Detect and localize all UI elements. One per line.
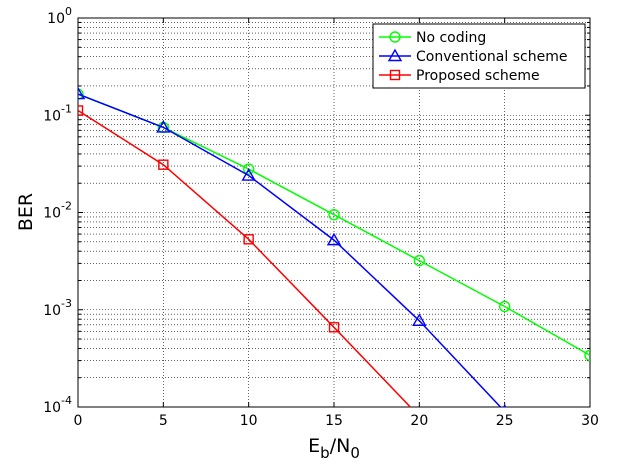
y-tick-base: 10 (47, 11, 65, 27)
data-point-square (243, 234, 254, 245)
y-tick-base: 10 (43, 400, 61, 416)
x-tick-label: 10 (240, 413, 258, 429)
y-tick-exponent: -2 (61, 200, 72, 213)
y-tick-label: 10-2 (43, 200, 72, 222)
x-tick-label: 30 (581, 413, 599, 429)
x-tick-label: 0 (74, 413, 83, 429)
x-axis-label: Eb/N0 (308, 435, 360, 462)
data-point-triangle (326, 232, 342, 246)
data-point-square (158, 159, 169, 170)
x-axis-label-sub2: 0 (350, 444, 360, 462)
legend-marker (389, 31, 401, 43)
y-tick-label: 100 (47, 5, 72, 27)
data-point-circle (78, 88, 84, 100)
legend-item-circle: No coding (379, 30, 486, 46)
y-tick-base: 10 (43, 206, 61, 222)
series-line-triangle (78, 93, 502, 407)
x-axis-label-main: E (308, 435, 320, 457)
x-axis-label-sep: /N (330, 435, 351, 457)
x-tick-label: 20 (410, 413, 428, 429)
legend-label: Conventional scheme (416, 49, 567, 65)
data-point-circle (413, 254, 426, 267)
series-triangle (78, 86, 507, 407)
data-point-triangle (156, 119, 171, 133)
y-tick-exponent: -4 (61, 394, 72, 407)
x-tick-label: 15 (325, 413, 343, 429)
series-line-square (78, 109, 412, 407)
y-tick-label: 10-4 (43, 394, 72, 416)
legend-item-square: Proposed scheme (379, 68, 540, 84)
data-point-triangle (412, 313, 427, 326)
x-tick-label: 25 (496, 413, 514, 429)
series-square (78, 105, 412, 407)
y-axis-label: BER (15, 193, 37, 231)
y-tick-exponent: -1 (61, 102, 72, 115)
y-tick-base: 10 (43, 108, 61, 124)
data-point-circle (584, 349, 590, 362)
data-point-triangle (241, 168, 256, 181)
y-tick-exponent: -3 (61, 297, 72, 310)
y-tick-exponent: 0 (65, 5, 72, 18)
data-point-triangle (78, 86, 86, 100)
y-tick-label: 10-3 (43, 297, 72, 319)
legend: No coding Conventional scheme Proposed sch… (372, 23, 586, 89)
y-tick-base: 10 (43, 303, 61, 319)
data-point-square (328, 322, 340, 333)
legend-label: No coding (416, 30, 486, 46)
legend-item-triangle: Conventional scheme (379, 48, 567, 65)
x-tick-label: 5 (159, 413, 168, 429)
data-point-square (78, 105, 84, 116)
data-point-circle (498, 300, 511, 313)
legend-marker (389, 69, 401, 81)
legend-label: Proposed scheme (416, 68, 540, 84)
series-group (78, 86, 590, 407)
x-axis-label-sub1: b (320, 444, 330, 462)
data-point-circle (328, 208, 340, 221)
data-point-circle (242, 163, 255, 175)
legend-marker (387, 48, 403, 62)
y-tick-label: 10-1 (43, 102, 72, 124)
